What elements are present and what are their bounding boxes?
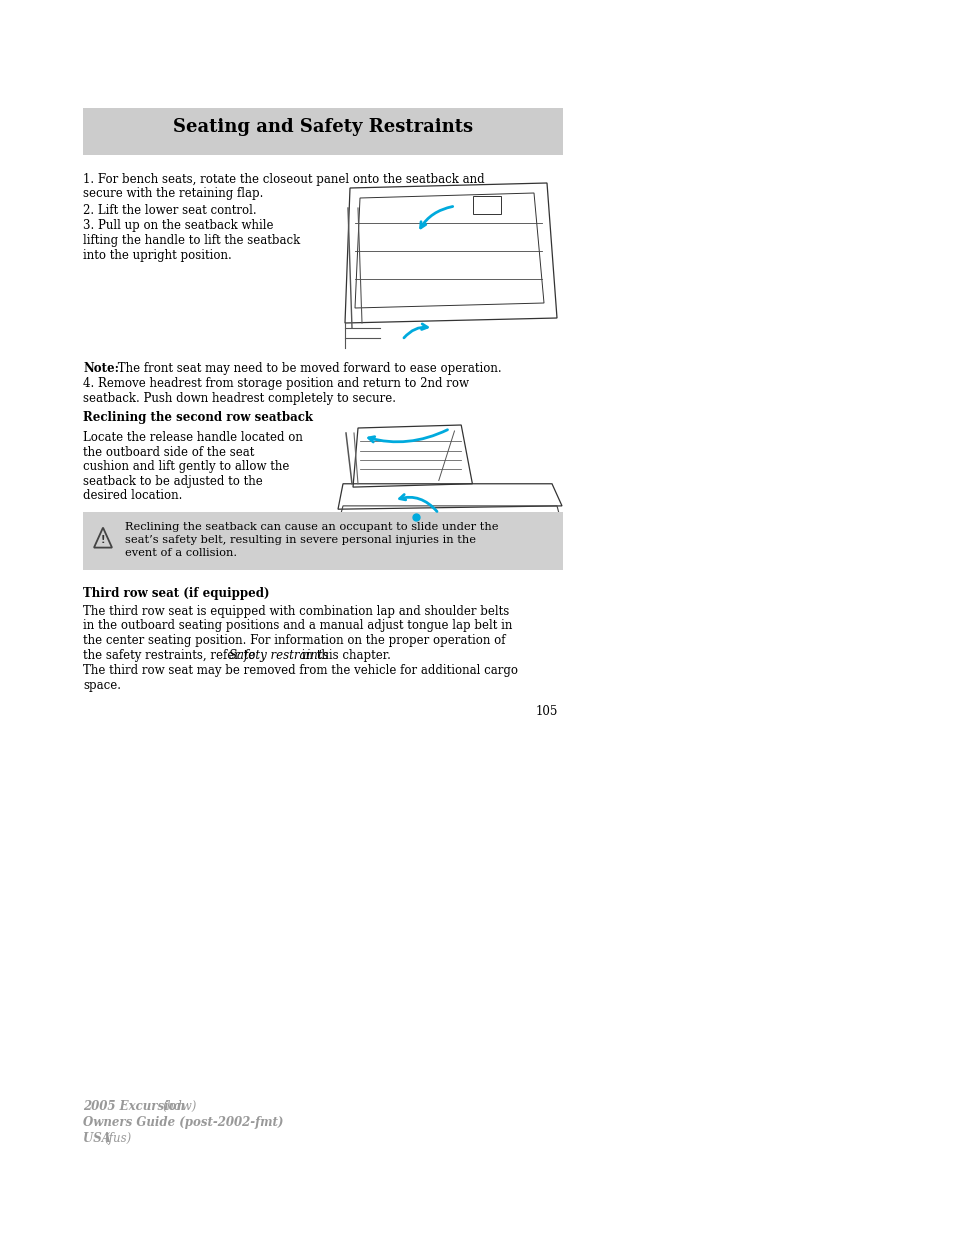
Text: The front seat may need to be moved forward to ease operation.: The front seat may need to be moved forw… [113, 362, 501, 375]
Text: event of a collision.: event of a collision. [125, 548, 237, 558]
Text: USA: USA [83, 1132, 115, 1145]
Text: Locate the release handle located on: Locate the release handle located on [83, 431, 302, 445]
Text: into the upright position.: into the upright position. [83, 248, 232, 262]
Text: desired location.: desired location. [83, 489, 182, 501]
Text: seatback to be adjusted to the: seatback to be adjusted to the [83, 474, 262, 488]
Text: lifting the handle to lift the seatback: lifting the handle to lift the seatback [83, 233, 300, 247]
Text: 2. Lift the lower seat control.: 2. Lift the lower seat control. [83, 204, 256, 217]
Text: Owners Guide (post-2002-fmt): Owners Guide (post-2002-fmt) [83, 1116, 283, 1129]
Text: space.: space. [83, 678, 121, 692]
Text: (hdw): (hdw) [162, 1100, 196, 1113]
Text: Reclining the seatback can cause an occupant to slide under the: Reclining the seatback can cause an occu… [125, 521, 498, 531]
Text: 4. Remove headrest from storage position and return to 2nd row: 4. Remove headrest from storage position… [83, 378, 469, 390]
FancyBboxPatch shape [83, 107, 563, 156]
Text: the center seating position. For information on the proper operation of: the center seating position. For informa… [83, 634, 505, 647]
Text: 2005 Excursion: 2005 Excursion [83, 1100, 189, 1113]
Text: the safety restraints, refer to: the safety restraints, refer to [83, 648, 259, 662]
Text: secure with the retaining flap.: secure with the retaining flap. [83, 188, 263, 200]
Text: Seating and Safety Restraints: Seating and Safety Restraints [172, 117, 473, 136]
Text: The third row seat may be removed from the vehicle for additional cargo: The third row seat may be removed from t… [83, 664, 517, 677]
Text: seat’s safety belt, resulting in severe personal injuries in the: seat’s safety belt, resulting in severe … [125, 535, 476, 545]
Text: the outboard side of the seat: the outboard side of the seat [83, 446, 254, 458]
Text: cushion and lift gently to allow the: cushion and lift gently to allow the [83, 459, 289, 473]
FancyBboxPatch shape [83, 511, 562, 569]
Text: 1. For bench seats, rotate the closeout panel onto the seatback and: 1. For bench seats, rotate the closeout … [83, 173, 484, 186]
Text: The third row seat is equipped with combination lap and shoulder belts: The third row seat is equipped with comb… [83, 605, 509, 618]
Text: (fus): (fus) [104, 1132, 132, 1145]
Text: in the outboard seating positions and a manual adjust tongue lap belt in: in the outboard seating positions and a … [83, 620, 512, 632]
Text: 3. Pull up on the seatback while: 3. Pull up on the seatback while [83, 220, 274, 232]
Text: seatback. Push down headrest completely to secure.: seatback. Push down headrest completely … [83, 391, 395, 405]
Text: !: ! [101, 535, 105, 545]
Text: Reclining the second row seatback: Reclining the second row seatback [83, 411, 313, 425]
Text: 105: 105 [535, 705, 558, 718]
Text: Safety restraints: Safety restraints [229, 648, 328, 662]
Text: Note:: Note: [83, 362, 119, 375]
Text: Third row seat (if equipped): Third row seat (if equipped) [83, 588, 269, 600]
Text: in this chapter.: in this chapter. [298, 648, 391, 662]
